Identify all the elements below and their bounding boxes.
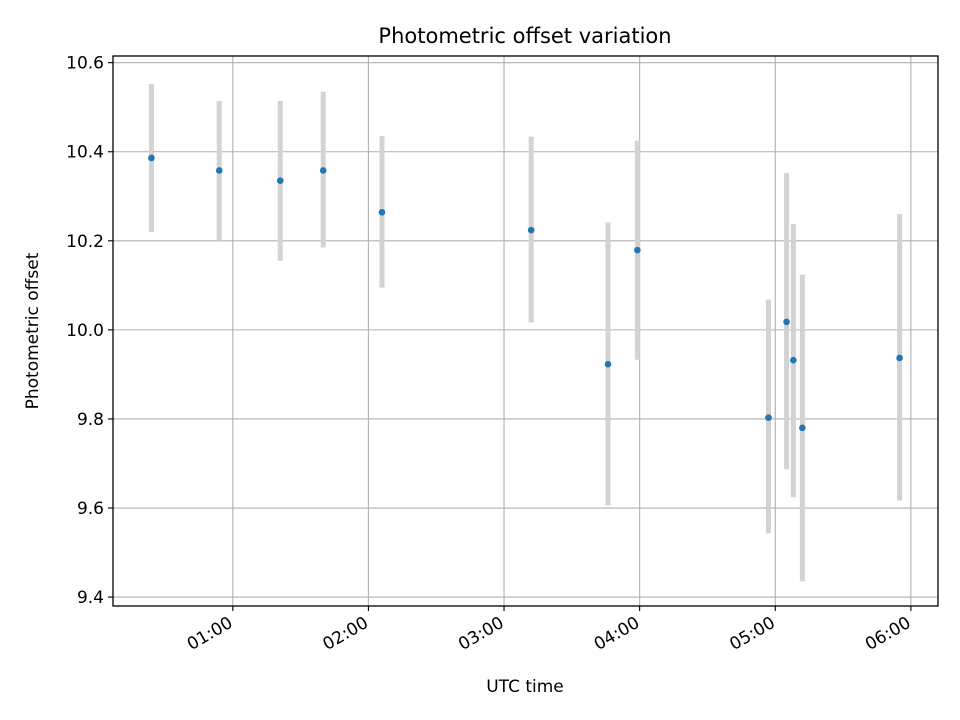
data-point bbox=[790, 356, 797, 364]
data-point bbox=[319, 167, 327, 174]
data-point bbox=[765, 414, 772, 421]
data-point bbox=[799, 424, 806, 432]
data-point bbox=[276, 177, 284, 184]
data-point bbox=[527, 226, 535, 234]
data-point bbox=[378, 209, 386, 216]
data-point bbox=[634, 246, 641, 254]
y-tick-label: 9.4 bbox=[77, 588, 104, 608]
y-tick-label: 10.0 bbox=[66, 321, 104, 341]
data-point bbox=[148, 154, 155, 162]
data-point bbox=[783, 318, 790, 326]
y-tick-label: 10.6 bbox=[66, 54, 104, 74]
data-points bbox=[148, 154, 903, 432]
y-tick-label: 9.8 bbox=[77, 410, 104, 430]
data-point bbox=[604, 360, 612, 368]
y-tick-label: 10.4 bbox=[66, 143, 104, 163]
y-axis: 9.4 9.6 9.8 10.0 10.2 10.4 10.6 bbox=[66, 54, 113, 608]
x-axis-title: UTC time bbox=[486, 677, 564, 697]
y-tick-label: 10.2 bbox=[66, 232, 104, 252]
y-axis-title: Photometric offset bbox=[23, 252, 43, 409]
plot-frame bbox=[112, 55, 939, 607]
data-point bbox=[215, 167, 223, 174]
data-point bbox=[896, 354, 903, 362]
chart-title: Photometric offset variation bbox=[378, 24, 671, 48]
y-tick-label: 9.6 bbox=[77, 499, 104, 519]
